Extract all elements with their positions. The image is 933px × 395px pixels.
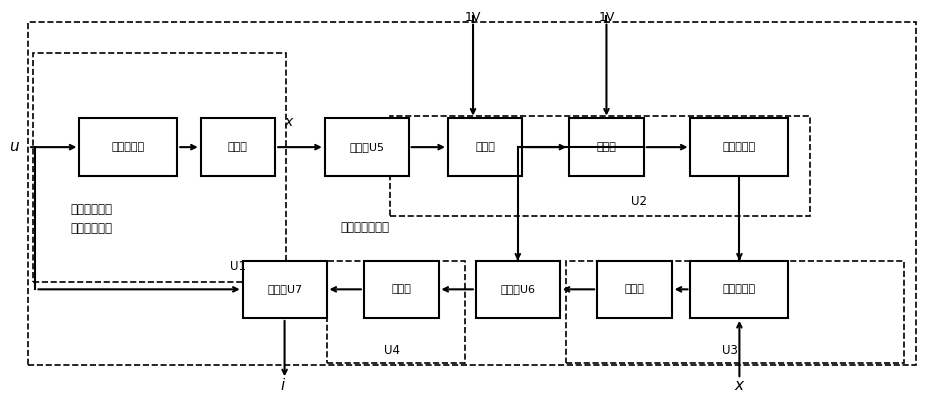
Text: 加法器: 加法器 xyxy=(475,142,495,152)
Bar xyxy=(597,261,672,318)
Text: 乘法器U5: 乘法器U5 xyxy=(349,142,384,152)
Text: 1V: 1V xyxy=(465,11,481,24)
Text: $x$: $x$ xyxy=(284,115,295,130)
Bar xyxy=(476,261,560,318)
Text: 反相放大器: 反相放大器 xyxy=(723,284,756,294)
Bar xyxy=(28,22,916,365)
Bar xyxy=(690,261,788,318)
Text: 积分器: 积分器 xyxy=(228,142,248,152)
Bar xyxy=(569,118,644,176)
Text: $x$: $x$ xyxy=(734,378,745,393)
Bar xyxy=(201,118,275,176)
Bar xyxy=(79,118,177,176)
Text: U1: U1 xyxy=(230,260,246,273)
Text: 忆导器等效电路: 忆导器等效电路 xyxy=(341,221,390,233)
Bar xyxy=(327,261,465,363)
Text: 微分器: 微分器 xyxy=(624,284,645,294)
Text: 1V: 1V xyxy=(598,11,615,24)
Bar xyxy=(448,118,522,176)
Text: 乘法器U7: 乘法器U7 xyxy=(267,284,302,294)
Text: U2: U2 xyxy=(631,195,648,208)
Text: 乘法器U6: 乘法器U6 xyxy=(500,284,536,294)
Text: $i$: $i$ xyxy=(280,377,285,393)
Bar xyxy=(690,118,788,176)
Bar xyxy=(390,116,810,216)
Text: U4: U4 xyxy=(383,344,400,357)
Bar xyxy=(243,261,327,318)
Bar xyxy=(33,53,286,282)
Text: 反相放大器: 反相放大器 xyxy=(723,142,756,152)
Bar xyxy=(325,118,409,176)
Text: 反相放大器: 反相放大器 xyxy=(112,142,145,152)
Bar xyxy=(566,261,904,363)
Bar xyxy=(364,261,439,318)
Text: 积分器: 积分器 xyxy=(391,284,411,294)
Text: $u$: $u$ xyxy=(8,139,20,154)
Text: 忆导函数状态
变量产生电路: 忆导函数状态 变量产生电路 xyxy=(70,203,112,235)
Text: 除法器: 除法器 xyxy=(596,142,617,152)
Text: U3: U3 xyxy=(721,344,738,357)
